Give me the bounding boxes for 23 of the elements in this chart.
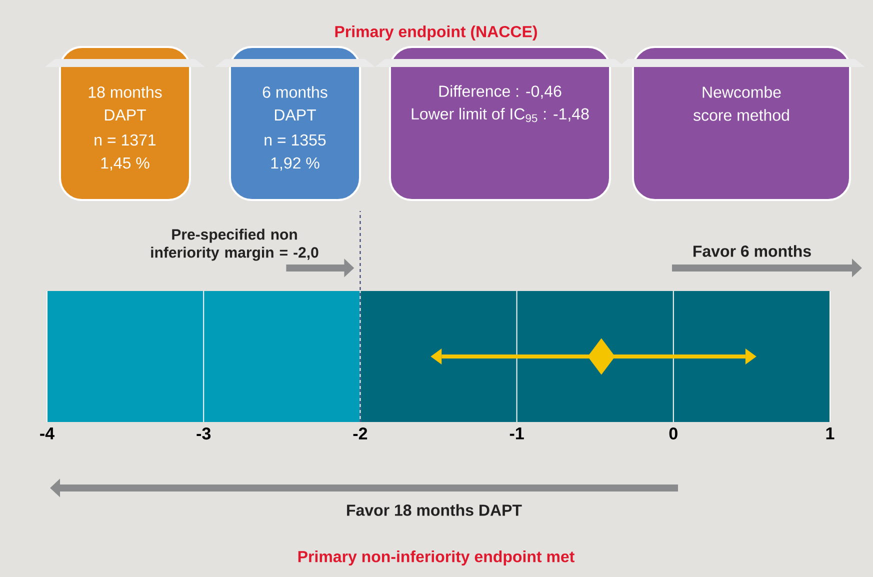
text: score method	[693, 109, 789, 121]
x-tick-label: 0	[669, 428, 678, 440]
text: Favor 6 months	[694, 245, 811, 257]
text: 1,45 %	[101, 157, 150, 171]
x-tick-label: -2	[353, 428, 368, 440]
text: Difference : -0,46	[439, 85, 562, 99]
ref-line-label: Pre-specified non inferiority margin = -2,0	[151, 228, 318, 261]
text: n = 1355	[264, 134, 326, 146]
text: Lower limit of IC$_{95}$ : -1,48	[412, 108, 589, 122]
chart-title: Primary endpoint (NACCE)	[335, 26, 537, 40]
x-tick-label: 1	[826, 428, 834, 440]
x-tick-label: -3	[196, 428, 211, 440]
text: Primary non-inferiority endpoint met	[298, 550, 574, 566]
text: Newcombe	[702, 86, 781, 98]
text: DAPT	[274, 109, 316, 120]
text: DAPT	[104, 109, 146, 120]
x-tick-label: -1	[510, 428, 524, 440]
text: Favor 18 months DAPT	[347, 504, 522, 516]
text: n = 1371	[94, 134, 156, 146]
text: 18 months	[88, 86, 162, 98]
x-tick-label: -4	[40, 428, 54, 440]
text: 1,92 %	[271, 157, 320, 171]
text: 6 months	[262, 86, 328, 98]
